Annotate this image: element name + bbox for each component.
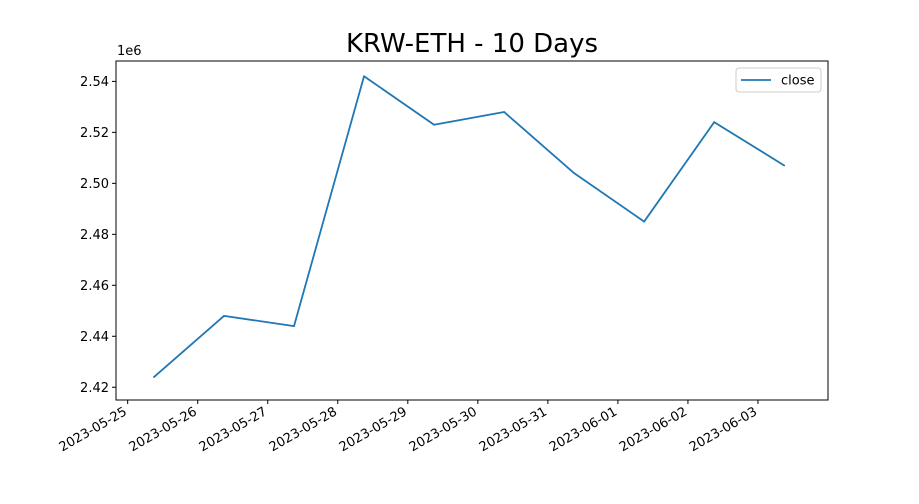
data-point	[153, 376, 155, 378]
x-tick-label: 2023-05-27	[197, 404, 270, 455]
data-point	[713, 121, 716, 124]
y-offset-label: 1e6	[117, 44, 142, 59]
x-tick-label: 2023-05-25	[57, 404, 130, 455]
x-tick-label: 2023-05-30	[407, 404, 480, 455]
data-point	[293, 325, 295, 327]
y-tick-label: 2.54	[80, 75, 109, 90]
x-tick-label: 2023-06-03	[687, 404, 760, 455]
data-point	[433, 123, 435, 126]
data-point	[573, 172, 576, 175]
chart-title: KRW-ETH - 10 Days	[346, 29, 598, 59]
x-axis: 2023-05-252023-05-262023-05-272023-05-28…	[57, 400, 760, 455]
y-tick-label: 2.42	[80, 381, 109, 396]
series-line-close	[153, 75, 785, 378]
y-tick-label: 2.46	[80, 279, 109, 294]
y-tick-label: 2.44	[80, 330, 109, 345]
x-tick-label: 2023-05-31	[477, 404, 550, 455]
data-point	[363, 75, 365, 78]
y-axis: 2.42 2.44 2.46 2.48 2.50 2.52 2.54	[80, 75, 116, 396]
data-point	[223, 314, 225, 317]
x-tick-label: 2023-05-29	[337, 404, 410, 455]
plot-area	[115, 60, 829, 401]
data-point	[643, 220, 646, 223]
x-tick-label: 2023-06-02	[617, 404, 690, 455]
legend-label-close: close	[781, 74, 814, 89]
data-point	[503, 111, 505, 113]
x-tick-label: 2023-05-28	[267, 404, 340, 455]
legend: close	[735, 67, 822, 93]
y-tick-label: 2.52	[80, 126, 109, 141]
y-tick-label: 2.48	[80, 228, 109, 243]
x-tick-label: 2023-05-26	[127, 404, 200, 455]
legend-box	[735, 67, 822, 93]
data-point	[783, 164, 786, 167]
y-tick-label: 2.50	[80, 177, 109, 192]
series-layer	[153, 75, 786, 378]
x-tick-label: 2023-06-01	[547, 404, 620, 455]
